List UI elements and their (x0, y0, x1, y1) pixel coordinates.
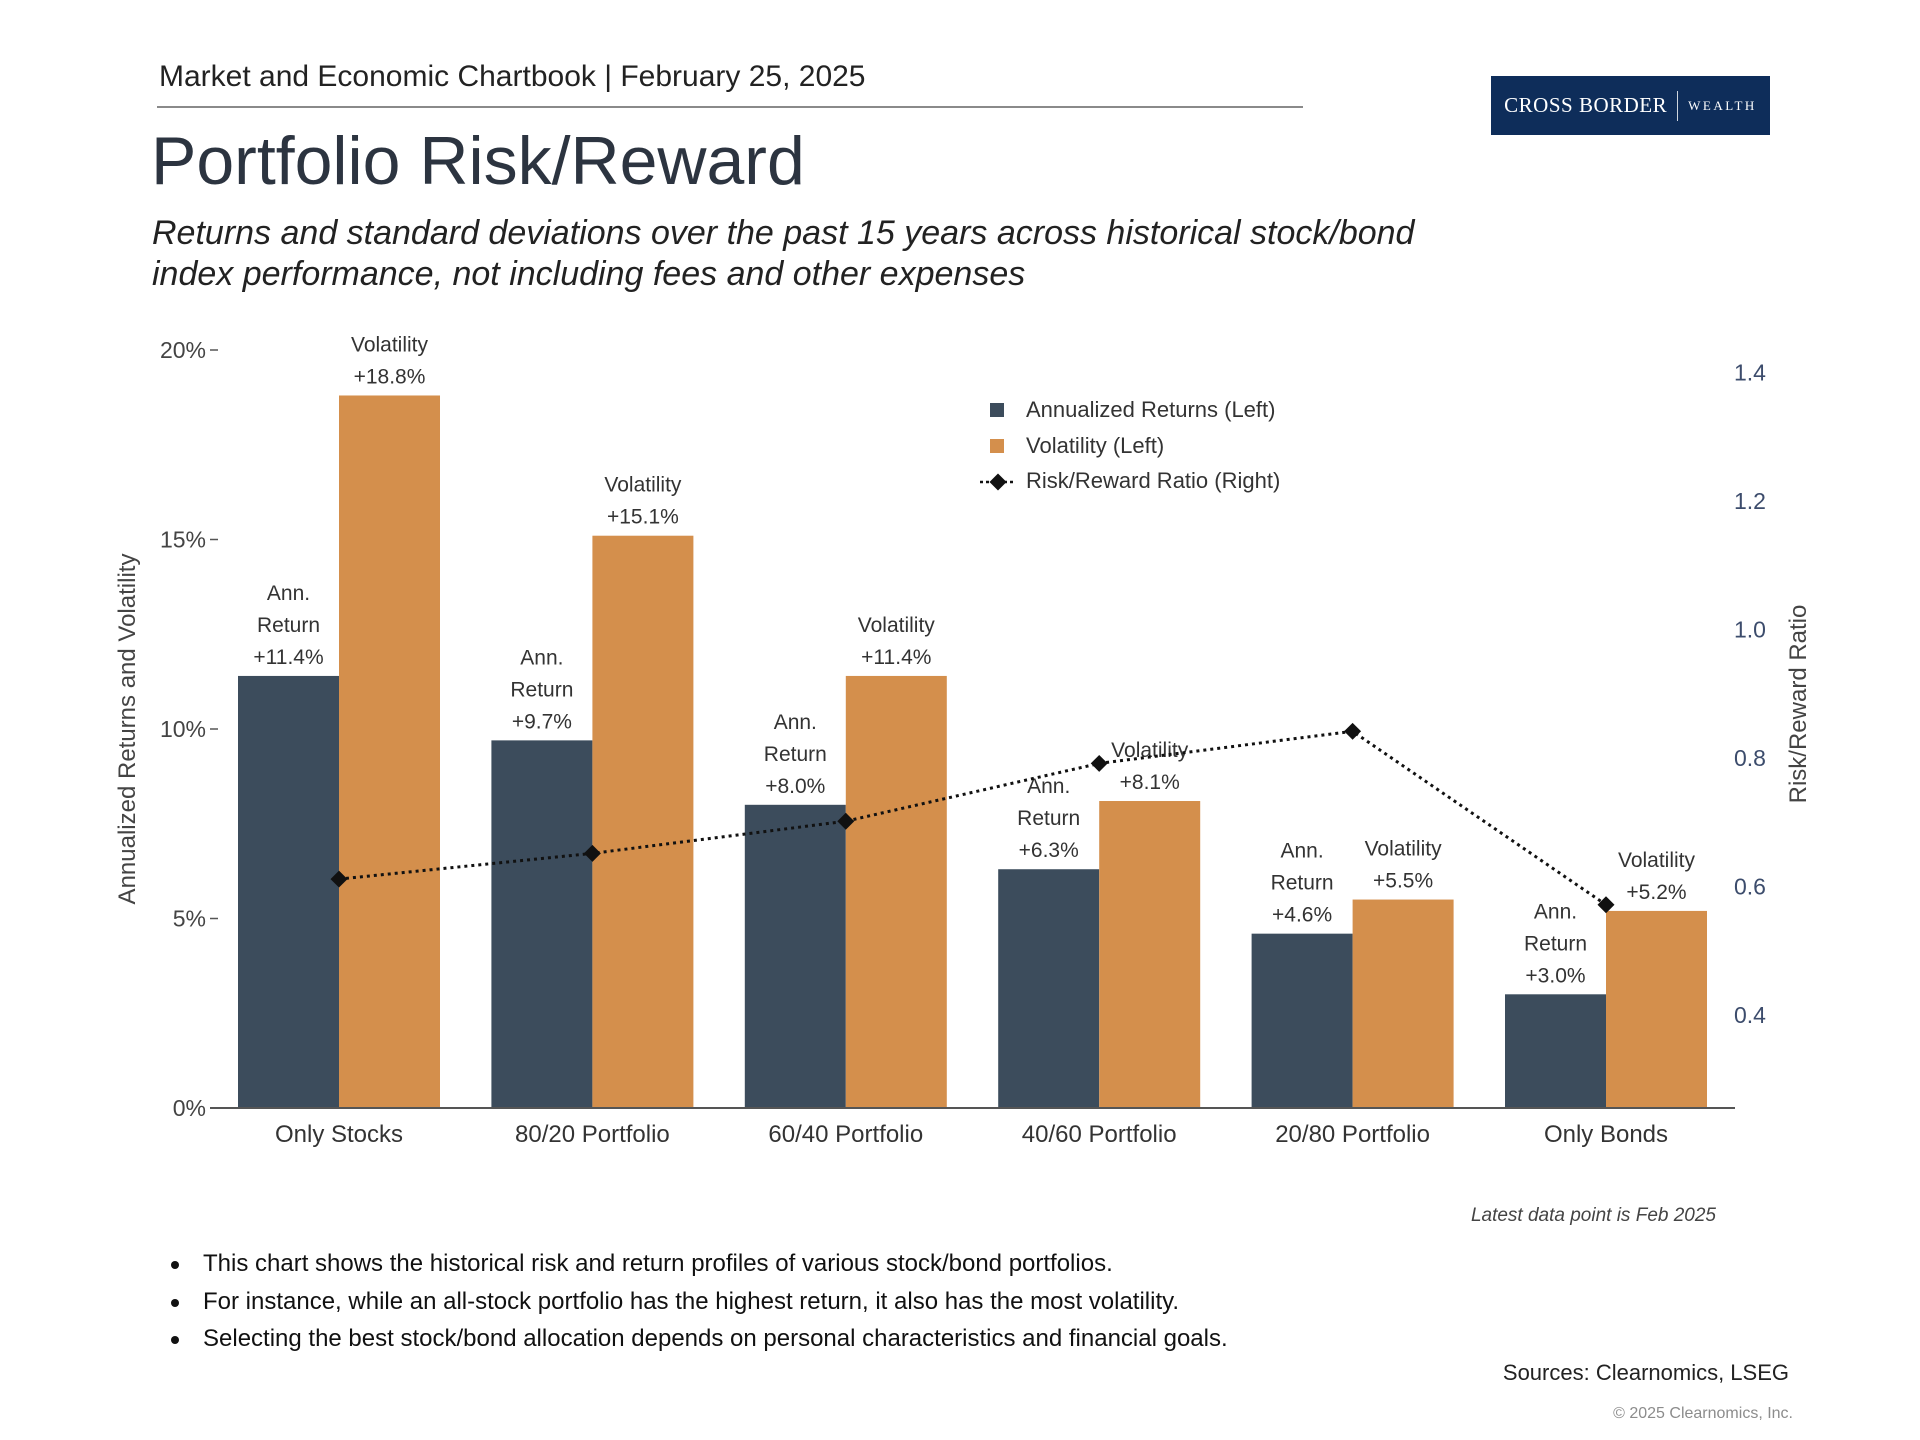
returns-data-label: +8.0% (765, 775, 825, 798)
returns-data-label: Return (510, 678, 573, 701)
returns-data-label: Ann. (267, 582, 310, 605)
chartbook-header: Market and Economic Chartbook | February… (159, 60, 866, 93)
legend-volatility-swatch (990, 439, 1004, 453)
bullet-dot-icon (171, 1298, 179, 1307)
risk-reward-point (583, 844, 601, 862)
returns-data-label: Ann. (1027, 775, 1070, 798)
x-tick-label: 80/20 Portfolio (515, 1121, 670, 1148)
bullet-item: Selecting the best stock/bond allocation… (168, 1325, 1228, 1363)
risk-reward-point (837, 812, 855, 830)
returns-data-label: +9.7% (512, 710, 572, 733)
y-tick-label: 15% (160, 527, 206, 553)
volatility-data-label: +5.5% (1373, 870, 1433, 893)
returns-data-label: +11.4% (253, 646, 323, 669)
returns-data-label: Return (1524, 932, 1587, 955)
logo-separator (1677, 90, 1679, 121)
legend-returns-swatch (990, 403, 1004, 417)
copyright-note: © 2025 Clearnomics, Inc. (1613, 1405, 1793, 1422)
bullet-item: For instance, while an all-stock portfol… (168, 1288, 1228, 1326)
risk-reward-point (1090, 754, 1108, 772)
logo-main-text: CROSS BORDER (1504, 93, 1668, 117)
data-note: Latest data point is Feb 2025 (1471, 1205, 1716, 1226)
returns-data-label: Return (257, 614, 320, 637)
y2-tick-label: 0.8 (1734, 745, 1766, 771)
volatility-data-label: +11.4% (861, 646, 931, 669)
legend-ratio-marker (989, 473, 1007, 491)
bullet-list: This chart shows the historical risk and… (168, 1250, 1228, 1363)
volatility-data-label: +5.2% (1626, 881, 1686, 904)
volatility-bar (339, 395, 440, 1109)
sources-note: Sources: Clearnomics, LSEG (1502, 1360, 1789, 1385)
volatility-data-label: Volatility (1365, 838, 1443, 861)
page-subtitle: Returns and standard deviations over the… (152, 214, 1415, 293)
y2-tick-label: 0.6 (1734, 874, 1766, 900)
volatility-data-label: Volatility (1618, 849, 1696, 872)
bullet-dot-icon (171, 1261, 179, 1269)
returns-data-label: +3.0% (1525, 964, 1585, 987)
returns-bar (238, 675, 339, 1108)
volatility-bar (1606, 910, 1707, 1108)
y2-axis-title: Risk/Reward Ratio (1785, 605, 1812, 804)
volatility-bar (845, 675, 947, 1108)
page-title: Portfolio Risk/Reward (151, 123, 805, 199)
cross-border-wealth-logo: CROSS BORDER WEALTH (1491, 76, 1770, 135)
volatility-data-label: +15.1% (607, 506, 679, 529)
volatility-bar (1352, 899, 1454, 1108)
volatility-data-label: Volatility (351, 333, 429, 356)
y-tick-label: 20% (160, 337, 206, 363)
y-tick-label: 0% (173, 1095, 206, 1121)
returns-data-label: Return (1017, 807, 1080, 830)
y2-tick-label: 1.2 (1734, 488, 1766, 514)
returns-data-label: Ann. (520, 646, 563, 669)
volatility-data-label: Volatility (858, 614, 936, 637)
volatility-data-label: Volatility (604, 474, 682, 497)
volatility-data-label: Volatility (1111, 739, 1189, 762)
volatility-bar (1099, 801, 1201, 1108)
x-tick-label: 60/40 Portfolio (768, 1121, 923, 1148)
legend-volatility-label: Volatility (Left) (1026, 433, 1164, 458)
bullet-text: Selecting the best stock/bond allocation… (203, 1325, 1228, 1352)
volatility-data-label: +8.1% (1120, 771, 1180, 794)
header-divider (157, 106, 1303, 108)
y-tick-label: 5% (173, 906, 206, 932)
bullet-text: For instance, while an all-stock portfol… (203, 1287, 1180, 1315)
y-tick-label: 10% (160, 716, 206, 742)
risk-reward-line (338, 729, 1607, 907)
returns-bar (1251, 933, 1353, 1108)
volatility-data-label: +18.8% (354, 365, 426, 388)
bullet-dot-icon (171, 1336, 179, 1344)
volatility-bar (592, 535, 694, 1108)
x-tick-label: Only Bonds (1544, 1121, 1668, 1148)
returns-data-label: +6.3% (1019, 839, 1079, 862)
x-tick-label: Only Stocks (275, 1121, 403, 1148)
returns-data-label: Ann. (1280, 840, 1323, 863)
y2-tick-label: 1.4 (1734, 360, 1766, 386)
returns-data-label: Ann. (1534, 900, 1577, 923)
risk-reward-point (330, 870, 348, 888)
y-axis-title: Annualized Returns and Volatility (114, 554, 141, 905)
returns-bar (998, 869, 1100, 1108)
y2-tick-label: 1.0 (1734, 617, 1766, 643)
risk-reward-point (1344, 722, 1362, 740)
y2-tick-label: 0.4 (1734, 1002, 1766, 1028)
legend-returns-label: Annualized Returns (Left) (1026, 397, 1275, 422)
bullet-text: This chart shows the historical risk and… (203, 1250, 1113, 1277)
returns-bar (744, 804, 846, 1108)
returns-bar (491, 740, 593, 1108)
returns-data-label: Ann. (774, 711, 817, 734)
returns-data-label: Return (1271, 872, 1334, 895)
logo-sub-text: WEALTH (1688, 97, 1757, 113)
bullet-item: This chart shows the historical risk and… (168, 1250, 1228, 1288)
risk-reward-point (1597, 896, 1615, 914)
returns-data-label: +4.6% (1272, 904, 1332, 927)
x-tick-label: 20/80 Portfolio (1275, 1121, 1430, 1148)
legend-ratio-label: Risk/Reward Ratio (Right) (1026, 468, 1280, 493)
returns-bar (1505, 994, 1606, 1108)
returns-data-label: Return (764, 743, 827, 766)
x-tick-label: 40/60 Portfolio (1022, 1121, 1177, 1148)
